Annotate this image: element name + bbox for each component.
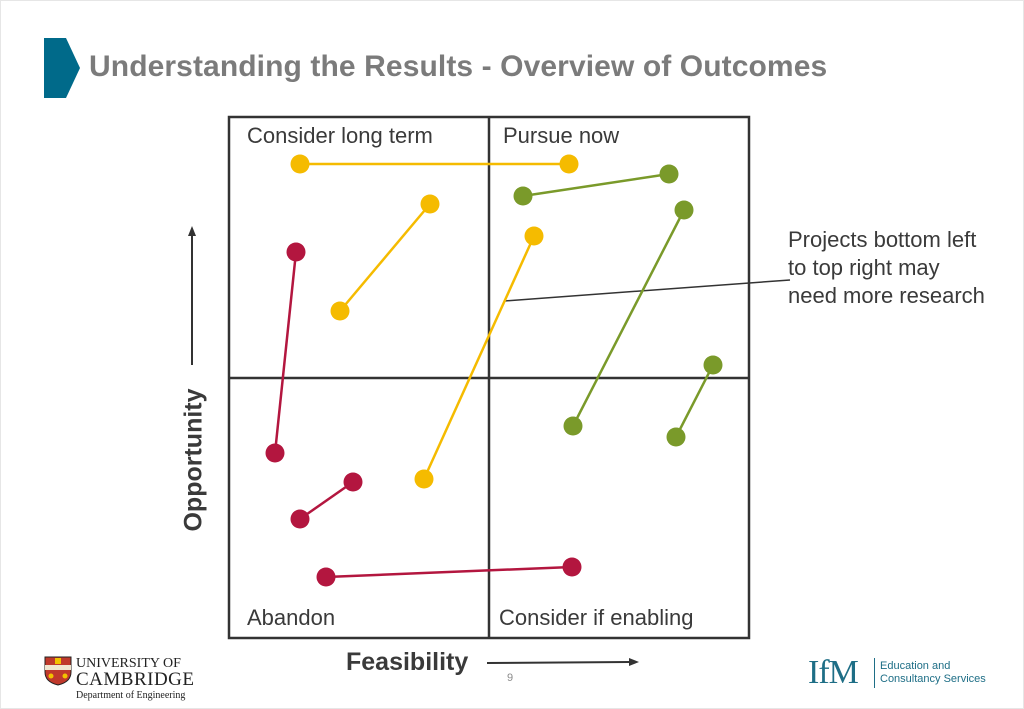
page-title: Understanding the Results - Overview of … [89, 50, 828, 83]
project-point [563, 416, 583, 436]
ifm-logo-mark: IfM [808, 654, 859, 691]
x-axis-arrowhead [629, 658, 639, 666]
project-red-3 [316, 557, 582, 587]
x-axis-label: Feasibility [346, 648, 469, 676]
y-axis-arrowhead [188, 226, 196, 236]
project-point [286, 242, 306, 262]
project-point [562, 557, 582, 577]
ifm-logo: IfM Education and Consultancy Services [808, 654, 998, 694]
project-red-1 [265, 242, 306, 463]
quadrant-label-top-left: Consider long term [247, 123, 433, 148]
callout-text: Projects bottom left to top right may ne… [788, 227, 985, 308]
ifm-logo-separator [874, 658, 875, 688]
cambridge-logo-line1: UNIVERSITY OF [76, 656, 181, 671]
project-point [265, 443, 285, 463]
project-red-2 [290, 472, 363, 529]
quadrant-label-bottom-left: Abandon [247, 605, 336, 630]
cambridge-logo: UNIVERSITY OF CAMBRIDGE Department of En… [44, 656, 214, 704]
ifm-logo-line1: Education and [880, 660, 951, 672]
ifm-logo-text: Education and Consultancy Services [880, 660, 986, 686]
project-green-2 [563, 200, 694, 436]
ifm-logo-line2: Consultancy Services [880, 673, 986, 685]
page-number: 9 [507, 672, 514, 684]
project-point [290, 154, 310, 174]
project-point [343, 472, 363, 492]
project-point [659, 164, 679, 184]
project-yellow-1 [290, 154, 579, 174]
project-green-3 [666, 355, 723, 447]
project-yellow-3 [414, 226, 544, 489]
cambridge-logo-line3: Department of Engineering [76, 690, 186, 701]
project-point [330, 301, 350, 321]
project-point [524, 226, 544, 246]
project-point [513, 186, 533, 206]
y-axis-label: Opportunity [179, 388, 208, 532]
cambridge-crest-icon [44, 656, 72, 686]
quadrant-label-top-right: Pursue now [503, 123, 620, 148]
project-point [420, 194, 440, 214]
project-point [414, 469, 434, 489]
project-point [703, 355, 723, 375]
project-point [290, 509, 310, 529]
cambridge-logo-line2: CAMBRIDGE [76, 669, 195, 690]
project-yellow-2 [330, 194, 440, 321]
title-chevron-icon [44, 38, 80, 98]
project-point [666, 427, 686, 447]
callout-leader-line [503, 279, 791, 302]
project-green-1 [513, 164, 679, 206]
quadrant-label-bottom-right: Consider if enabling [499, 605, 694, 630]
x-axis-arrow [486, 661, 631, 664]
project-point [559, 154, 579, 174]
project-point [316, 567, 336, 587]
project-point [674, 200, 694, 220]
